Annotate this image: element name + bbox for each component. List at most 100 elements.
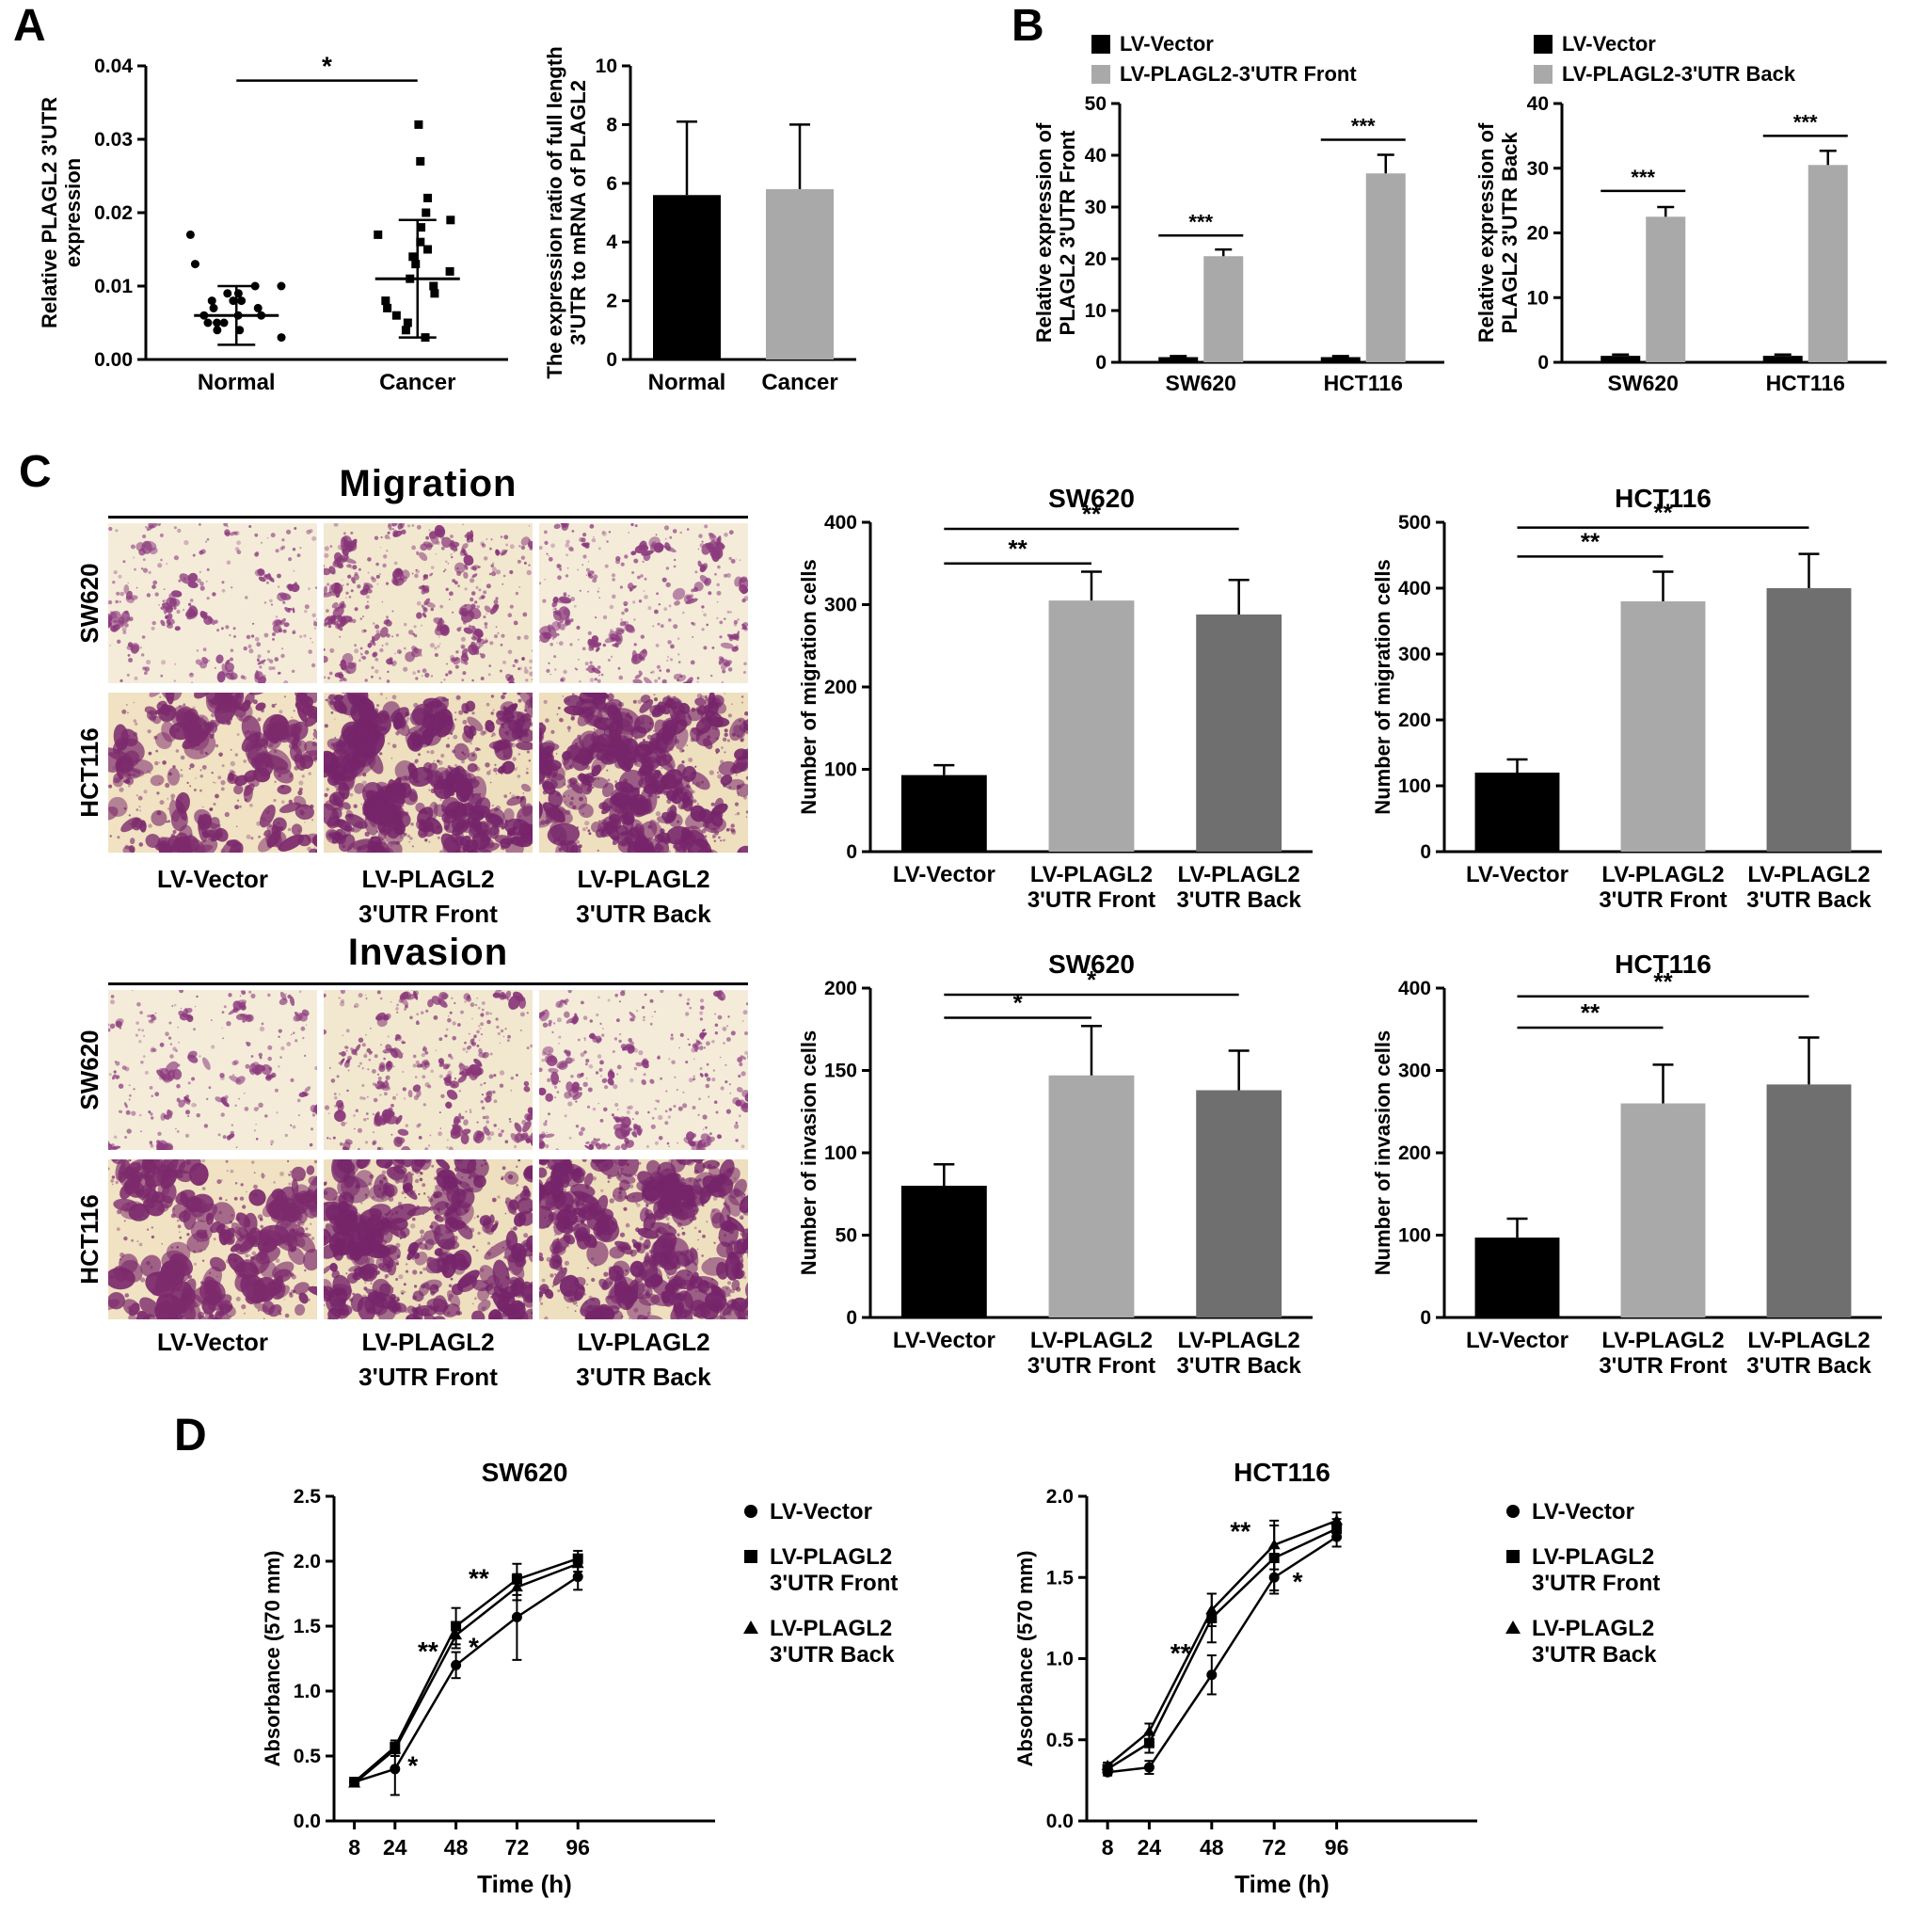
column-label-line: 3'UTR Front — [358, 900, 498, 928]
svg-text:***: *** — [1793, 110, 1818, 134]
svg-text:10: 10 — [1085, 300, 1107, 322]
transwell-invasion-image — [539, 1159, 748, 1319]
svg-text:40: 40 — [1085, 145, 1107, 167]
migration-column-labels: LV-Vector LV-PLAGL2 3'UTR Front LV-PLAGL… — [108, 862, 748, 932]
svg-text:30: 30 — [1527, 158, 1549, 180]
svg-text:Number of migration cells: Number of migration cells — [797, 559, 820, 814]
svg-text:8: 8 — [606, 114, 617, 136]
column-label-utr-back: LV-PLAGL2 3'UTR Back — [539, 862, 748, 932]
svg-text:PLAGL2 3'UTR Back: PLAGL2 3'UTR Back — [1498, 132, 1521, 334]
svg-text:SW620: SW620 — [1608, 371, 1679, 395]
svg-text:HCT116: HCT116 — [1324, 371, 1403, 395]
svg-text:0: 0 — [1095, 352, 1107, 374]
transwell-migration-image — [324, 523, 533, 683]
svg-text:LV-PLAGL2: LV-PLAGL2 — [1030, 862, 1153, 887]
growth-curve-chart-hct116: 0.0 0.5 1.0 1.5 2.0 Absorbance (570 mm) HCT116… — [979, 1440, 1722, 1910]
svg-text:Relative PLAGL2 3'UTR: Relative PLAGL2 3'UTR — [38, 97, 61, 328]
svg-text:LV-Vector: LV-Vector — [1466, 862, 1569, 887]
svg-text:LV-Vector: LV-Vector — [1120, 32, 1214, 56]
svg-text:LV-PLAGL2: LV-PLAGL2 — [1601, 862, 1724, 887]
svg-text:300: 300 — [1398, 644, 1431, 665]
svg-text:300: 300 — [824, 595, 857, 616]
svg-text:30: 30 — [1085, 197, 1107, 218]
migration-image-grid — [108, 523, 748, 853]
svg-text:***: *** — [1188, 210, 1213, 233]
svg-text:**: ** — [1581, 527, 1600, 555]
invasion-column-labels: LV-Vector LV-PLAGL2 3'UTR Front LV-PLAGL… — [108, 1325, 748, 1395]
transwell-invasion-image — [108, 990, 317, 1150]
svg-text:Cancer: Cancer — [761, 370, 837, 395]
svg-text:6: 6 — [606, 173, 617, 195]
invasion-row-label-sw620: SW620 — [75, 1030, 104, 1110]
svg-text:0: 0 — [846, 841, 857, 863]
svg-text:20: 20 — [1085, 248, 1107, 270]
invasion-count-chart-hct116: 0 100 200 300 400 Number of invasion cells HCT… — [1346, 941, 1901, 1397]
svg-text:PLAGL2 3'UTR Front: PLAGL2 3'UTR Front — [1056, 130, 1079, 336]
svg-text:500: 500 — [1398, 512, 1431, 534]
column-label-line: LV-PLAGL2 — [361, 865, 495, 893]
svg-text:3'UTR to mRNA of PLAGL2: 3'UTR to mRNA of PLAGL2 — [566, 80, 590, 345]
column-label-utr-back: LV-PLAGL2 3'UTR Back — [539, 1325, 748, 1395]
svg-text:0: 0 — [606, 349, 617, 371]
transwell-invasion-image — [324, 990, 533, 1150]
transwell-migration-image — [108, 523, 317, 683]
svg-text:400: 400 — [1398, 578, 1431, 599]
svg-text:Normal: Normal — [648, 370, 726, 395]
svg-text:3'UTR Back: 3'UTR Back — [1746, 887, 1871, 913]
svg-text:LV-Vector: LV-Vector — [1562, 32, 1656, 56]
svg-text:100: 100 — [824, 759, 857, 781]
svg-text:200: 200 — [824, 677, 857, 698]
svg-text:400: 400 — [824, 512, 857, 534]
svg-text:*: * — [322, 52, 332, 81]
migration-count-chart-hct116: 0 100 200 300 400 500 Number of migration cell… — [1346, 475, 1901, 932]
svg-text:LV-Vector: LV-Vector — [893, 862, 995, 887]
svg-text:The expression ratio of full l: The expression ratio of full length — [543, 46, 566, 378]
invasion-title-rule — [108, 982, 748, 985]
svg-text:**: ** — [1009, 535, 1028, 563]
column-label-line: LV-Vector — [156, 1328, 268, 1356]
svg-text:**: ** — [1653, 499, 1673, 527]
svg-text:3'UTR Front: 3'UTR Front — [1599, 887, 1727, 913]
transwell-invasion-image — [324, 1159, 533, 1319]
column-label-lv-vector: LV-Vector — [108, 862, 317, 932]
migration-row-label-sw620: SW620 — [75, 563, 104, 644]
column-label-lv-vector: LV-Vector — [108, 1325, 317, 1395]
svg-text:0.00: 0.00 — [94, 349, 133, 371]
transwell-invasion-image — [108, 1159, 317, 1319]
invasion-section-title: Invasion — [347, 932, 509, 973]
svg-text:LV-PLAGL2-3'UTR Front: LV-PLAGL2-3'UTR Front — [1120, 62, 1357, 86]
svg-text:3'UTR Front: 3'UTR Front — [1027, 887, 1155, 913]
svg-text:10: 10 — [1527, 287, 1549, 309]
migration-row-label-hct116: HCT116 — [75, 727, 104, 818]
column-label-utr-front: LV-PLAGL2 3'UTR Front — [324, 862, 533, 932]
svg-text:HCT116: HCT116 — [1766, 371, 1845, 395]
column-label-line: 3'UTR Back — [576, 900, 711, 928]
svg-text:0.01: 0.01 — [94, 276, 133, 297]
svg-text:0.04: 0.04 — [94, 56, 133, 77]
svg-text:**: ** — [1082, 500, 1102, 528]
svg-text:40: 40 — [1527, 93, 1549, 115]
svg-text:0.03: 0.03 — [94, 129, 133, 151]
svg-text:expression: expression — [61, 158, 85, 267]
panel-label-c: C — [19, 447, 52, 497]
migration-count-chart-sw620: 0 100 200 300 400 Number of migration cells SW… — [772, 475, 1331, 932]
invasion-image-grid — [108, 990, 748, 1319]
migration-section-title: Migration — [339, 463, 518, 504]
svg-text:HCT116: HCT116 — [1615, 484, 1712, 513]
column-label-line: LV-PLAGL2 — [577, 865, 710, 893]
svg-text:SW620: SW620 — [1048, 484, 1135, 513]
svg-text:LV-PLAGL2-3'UTR Back: LV-PLAGL2-3'UTR Back — [1562, 62, 1796, 86]
utr-back-overexpression-bar-chart: 0 10 20 30 40 Relative expression of PLAGL2 3'… — [1468, 24, 1901, 405]
growth-curve-chart-sw620: 0.0 0.5 1.0 1.5 2.0 2.5 Absorbance (570 mm) SW6… — [226, 1440, 950, 1910]
transwell-migration-image — [324, 693, 533, 853]
utr-front-overexpression-bar-chart: 0 10 20 30 40 50 Relative expression of PLAGL2 … — [1026, 24, 1458, 405]
invasion-row-label-hct116: HCT116 — [75, 1194, 104, 1285]
svg-text:100: 100 — [1398, 775, 1431, 797]
svg-text:4: 4 — [606, 232, 617, 253]
transwell-migration-image — [539, 523, 748, 683]
svg-text:0: 0 — [1537, 352, 1549, 374]
migration-title-rule — [108, 516, 748, 519]
svg-text:20: 20 — [1527, 223, 1549, 245]
svg-text:Cancer: Cancer — [379, 370, 455, 395]
transwell-invasion-image — [539, 990, 748, 1150]
